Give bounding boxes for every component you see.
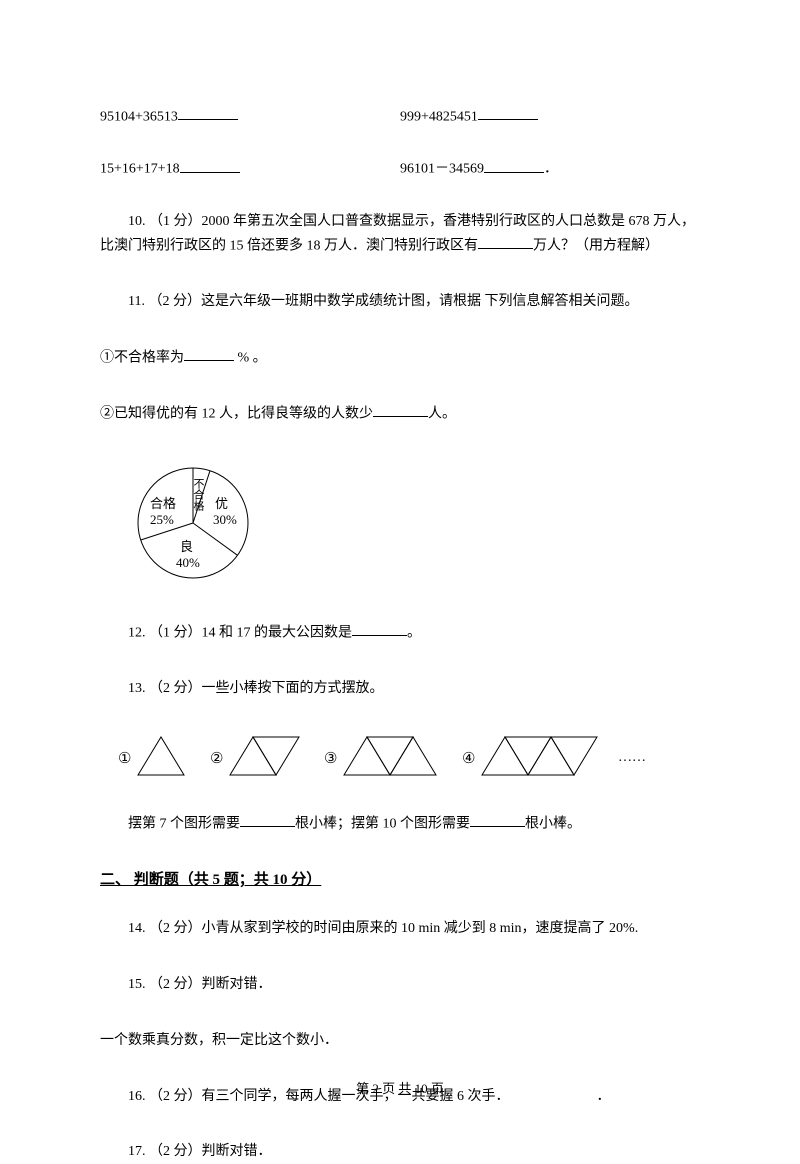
question-11-sub1: ①不合格率为 % 。	[100, 346, 700, 370]
fig-label-2: ②	[210, 751, 223, 767]
calc-1a: 95104+36513	[100, 105, 400, 125]
question-15b: 一个数乘真分数，积一定比这个数小．	[100, 1029, 700, 1053]
calc-row-1: 95104+36513 999+4825451	[100, 105, 700, 125]
q10-suffix: 万人？（用方程解）	[533, 238, 659, 253]
question-12: 12. （1 分）14 和 17 的最大公因数是 。	[100, 621, 700, 645]
question-11-sub2: ②已知得优的有 12 人，比得良等级的人数少 人。	[100, 402, 700, 426]
pie-val-ex: 30%	[213, 512, 237, 527]
fig-label-4: ④	[462, 751, 475, 767]
blank	[373, 402, 428, 417]
blank	[478, 234, 533, 249]
q13-b-pre: 摆第 7 个图形需要	[128, 816, 240, 831]
question-17: 17. （2 分）判断对错．	[100, 1140, 700, 1164]
calc-1a-text: 95104+36513	[100, 109, 178, 124]
pie-label-ex: 优	[215, 496, 228, 511]
blank	[180, 157, 240, 172]
question-13-bottom: 摆第 7 个图形需要 根小棒；摆第 10 个图形需要 根小棒。	[100, 812, 700, 836]
pie-chart: 不合格 优 30% 良 40% 合格 25%	[128, 458, 700, 593]
triangle-figures: ① ② ③ ④ ……	[118, 733, 700, 786]
q11-s2-pre: ②已知得优的有 12 人，比得良等级的人数少	[100, 406, 373, 421]
calc-2a: 15+16+17+18	[100, 157, 400, 177]
q11-s2-suf: 人。	[428, 406, 456, 421]
question-13: 13. （2 分）一些小棒按下面的方式摆放。	[100, 677, 700, 701]
calc-1b: 999+4825451	[400, 105, 700, 125]
blank	[478, 105, 538, 120]
q13-b-suf: 根小棒。	[525, 816, 581, 831]
question-15a: 15. （2 分）判断对错．	[100, 973, 700, 997]
q12-pre: 12. （1 分）14 和 17 的最大公因数是	[128, 625, 352, 640]
blank	[184, 346, 234, 361]
q11-s1-pre: ①不合格率为	[100, 350, 184, 365]
blank	[470, 812, 525, 827]
pie-label-fail: 不合格	[192, 478, 205, 512]
q11-s1-suf: % 。	[234, 350, 267, 365]
q13-b-mid: 根小棒；摆第 10 个图形需要	[295, 816, 470, 831]
calc-2b-suffix: ．	[544, 162, 558, 177]
blank	[484, 157, 544, 172]
fig-dots: ……	[618, 750, 646, 765]
page-content: 95104+36513 999+4825451 15+16+17+18 9610…	[0, 0, 800, 1164]
blank	[352, 621, 407, 636]
pie-val-pass: 25%	[150, 512, 174, 527]
section-2-title: 二、 判断题（共 5 题；共 10 分）	[100, 868, 700, 889]
page-footer: 第 2 页 共 10 页	[0, 1078, 800, 1097]
pie-label-good: 良	[180, 539, 193, 554]
question-11: 11. （2 分）这是六年级一班期中数学成绩统计图，请根据 下列信息解答相关问题…	[100, 290, 700, 314]
question-14: 14. （2 分）小青从家到学校的时间由原来的 10 min 减少到 8 min…	[100, 917, 700, 941]
calc-row-2: 15+16+17+18 96101－34569 ．	[100, 157, 700, 177]
calc-1b-text: 999+4825451	[400, 109, 478, 124]
pie-label-pass: 合格	[150, 496, 176, 511]
question-10: 10. （1 分）2000 年第五次全国人口普查数据显示，香港特别行政区的人口总…	[100, 210, 700, 258]
blank	[240, 812, 295, 827]
pie-val-good: 40%	[176, 555, 200, 570]
blank	[178, 105, 238, 120]
fig-label-3: ③	[324, 751, 337, 767]
fig-label-1: ①	[118, 751, 131, 767]
calc-2a-text: 15+16+17+18	[100, 162, 180, 177]
calc-2b: 96101－34569 ．	[400, 157, 700, 177]
q12-suf: 。	[407, 625, 421, 640]
calc-2b-text: 96101－34569	[400, 162, 484, 177]
